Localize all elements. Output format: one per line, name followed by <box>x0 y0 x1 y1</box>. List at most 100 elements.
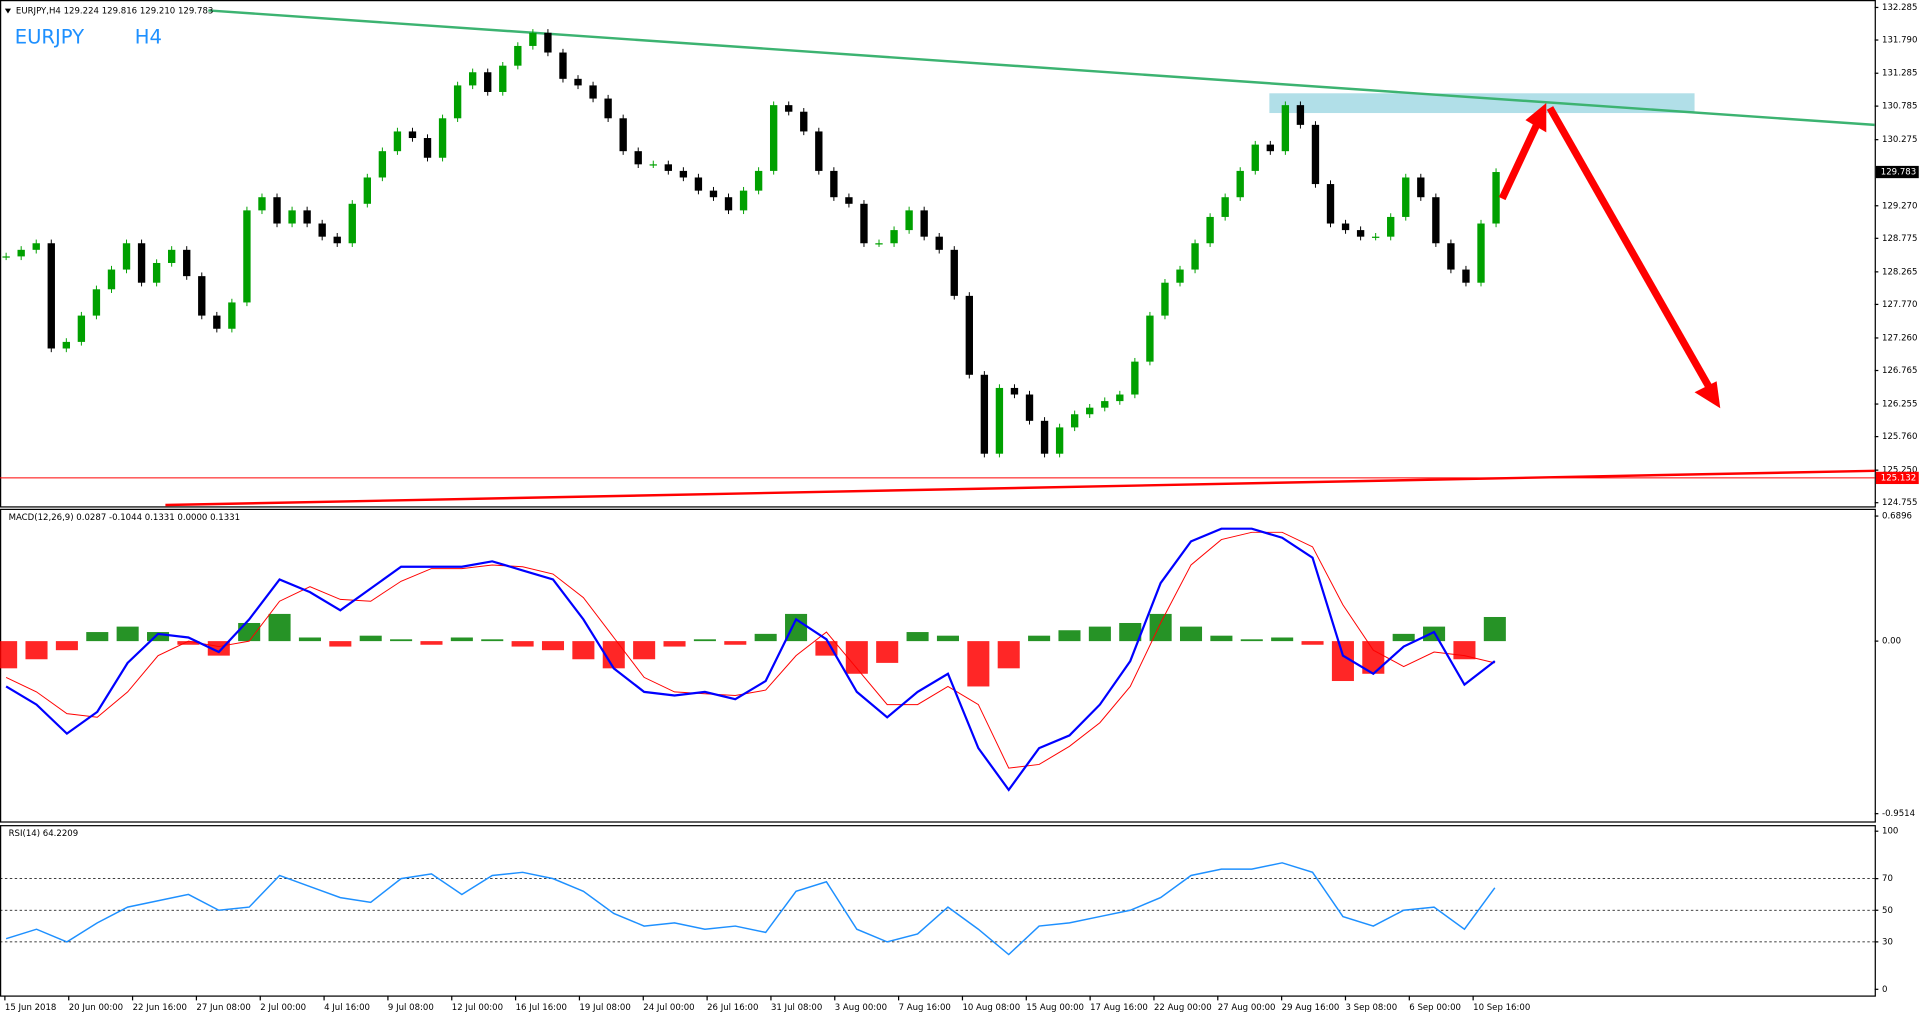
candle <box>423 138 432 158</box>
y-tick-label: 130.785 <box>1882 102 1917 112</box>
candle <box>634 151 642 165</box>
candle <box>213 315 221 329</box>
x-tick-label: 4 Jul 16:00 <box>324 1003 370 1013</box>
candle <box>1086 407 1094 415</box>
candle <box>1131 361 1139 395</box>
candle <box>303 210 311 224</box>
histogram-bar <box>997 641 1020 669</box>
candle <box>679 170 688 178</box>
candle <box>845 197 853 204</box>
candle <box>950 249 958 296</box>
candle <box>785 105 793 112</box>
histogram-bar <box>86 632 109 642</box>
candle <box>288 210 296 224</box>
y-tick-label: 125.760 <box>1882 432 1917 442</box>
y-tick-label: 0 <box>1882 985 1887 995</box>
x-tick-label: 16 Jul 16:00 <box>516 1003 567 1013</box>
candle <box>183 249 191 277</box>
histogram-bar <box>541 641 565 651</box>
candle <box>453 85 462 119</box>
candle <box>348 203 356 244</box>
x-tick-label: 15 Aug 00:00 <box>1026 1003 1084 1013</box>
histogram-bar <box>116 626 139 642</box>
y-tick-label: 130.275 <box>1882 135 1917 145</box>
candle <box>92 289 101 316</box>
candle <box>995 387 1004 454</box>
histogram-bar <box>420 641 443 645</box>
histogram-bar <box>1453 641 1476 660</box>
histogram-bar <box>25 641 48 660</box>
x-tick-label: 17 Aug 16:00 <box>1090 1003 1148 1013</box>
candle <box>574 78 582 86</box>
layer: 132.285 131.790 131.285 130.785 130.275 129.2… <box>0 3 1919 1013</box>
forecast-arrows <box>1498 102 1721 409</box>
candle <box>499 65 507 92</box>
candle <box>1266 144 1274 152</box>
arrowhead <box>1694 381 1721 409</box>
candle <box>544 32 552 53</box>
candle <box>815 131 823 171</box>
x-tick-label: 31 Jul 08:00 <box>771 1003 822 1013</box>
price-panel <box>0 0 1876 508</box>
x-tick-label: 10 Sep 16:00 <box>1473 1003 1530 1013</box>
candle <box>228 302 236 329</box>
candle <box>468 72 477 86</box>
y-tick-label: 50 <box>1882 906 1893 916</box>
y-tick-label: 127.260 <box>1882 333 1917 343</box>
histogram-bar <box>329 641 352 647</box>
candle <box>1492 172 1500 224</box>
symbol: EURJPY <box>15 26 84 49</box>
candle <box>1387 216 1395 237</box>
y-tick-label: 0.6896 <box>1882 512 1912 522</box>
candle <box>1206 216 1214 244</box>
candle <box>1417 177 1425 198</box>
price-header: EURJPY,H4 129.224 129.816 129.210 129.78… <box>16 7 213 17</box>
candle <box>1326 184 1335 224</box>
candle <box>800 111 808 132</box>
x-tick-label: 27 Aug 00:00 <box>1218 1003 1276 1013</box>
x-tick-label: 22 Jun 16:00 <box>133 1003 187 1013</box>
candle <box>830 170 838 198</box>
candle <box>1010 387 1019 395</box>
candle <box>1281 105 1290 152</box>
candle <box>875 243 883 245</box>
histogram-bar <box>390 639 413 642</box>
histogram-bar <box>1028 635 1051 642</box>
histogram-bar <box>1058 630 1081 642</box>
candle <box>1040 420 1049 454</box>
histogram-bar <box>633 641 656 660</box>
candle <box>1161 282 1169 316</box>
histogram-bar <box>572 641 595 660</box>
x-tick-label: 6 Sep 00:00 <box>1409 1003 1461 1013</box>
y-tick-label: 125.250 <box>1882 466 1917 476</box>
histogram-bar <box>238 622 261 642</box>
histogram-bar <box>845 641 868 674</box>
rsi-line <box>5 862 1496 956</box>
y-tick-label: 132.285 <box>1882 3 1917 13</box>
histogram-bar <box>967 641 990 687</box>
y-tick-label: 126.765 <box>1882 366 1917 376</box>
rsi-panel <box>0 825 1876 997</box>
candle <box>1341 223 1350 231</box>
histogram-bar <box>1483 616 1506 642</box>
candle <box>77 315 86 342</box>
supply-zone <box>1269 93 1695 114</box>
candle <box>604 98 612 119</box>
candle <box>258 197 266 211</box>
candle <box>1447 243 1455 270</box>
histogram-bar <box>298 637 321 642</box>
y-tick-label: 100 <box>1882 827 1898 837</box>
candle <box>529 32 537 46</box>
x-tick-label: 29 Aug 16:00 <box>1282 1003 1340 1013</box>
histogram-bar <box>1271 637 1294 642</box>
candle <box>318 223 326 237</box>
resistance-trendline <box>208 9 1875 127</box>
candle <box>739 190 748 211</box>
x-tick-label: 20 Jun 00:00 <box>69 1003 123 1013</box>
histogram-bar <box>481 639 504 642</box>
candle <box>1402 177 1410 217</box>
candle <box>1311 124 1320 185</box>
candle <box>1432 197 1440 244</box>
candle <box>107 269 116 290</box>
histogram-bar <box>511 641 534 647</box>
